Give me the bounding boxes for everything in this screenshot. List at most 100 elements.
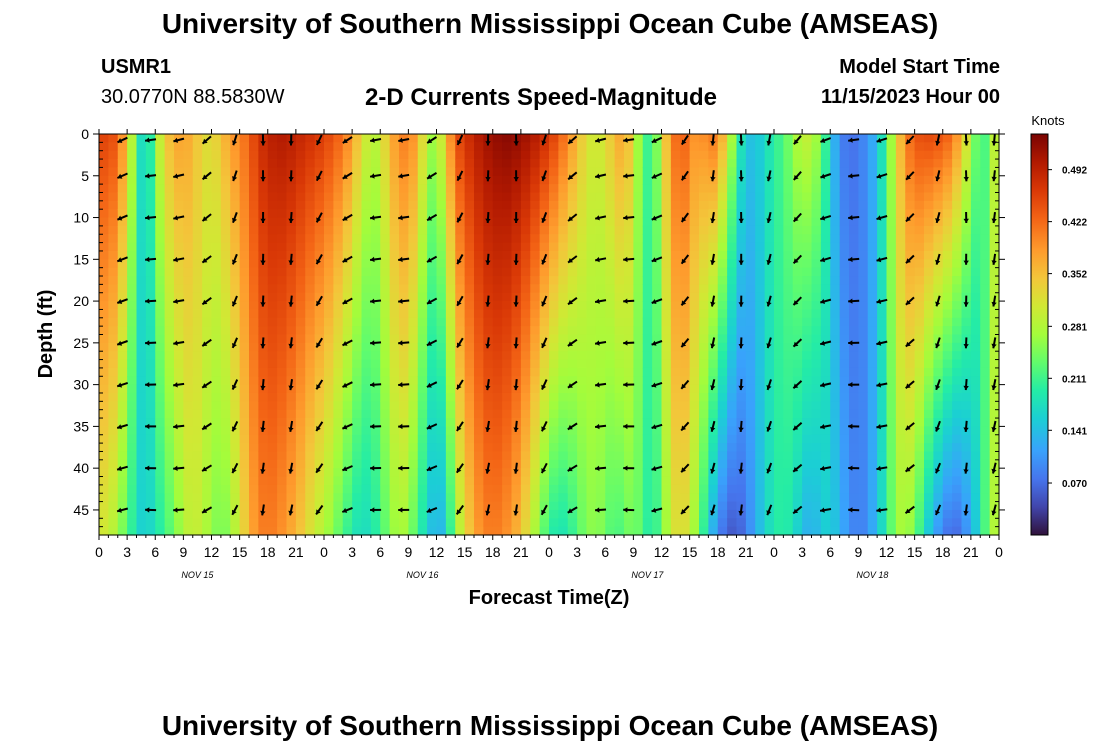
heatmap-cell	[933, 192, 944, 202]
heatmap-cell	[117, 359, 128, 369]
heatmap-cell	[502, 242, 513, 252]
heatmap-cell	[127, 451, 138, 461]
heatmap-cell	[295, 401, 306, 411]
heatmap-cell	[924, 259, 934, 269]
heatmap-cell	[474, 142, 484, 152]
heatmap-cell	[333, 459, 344, 469]
current-arrow	[315, 379, 324, 390]
heatmap-cell	[558, 434, 569, 444]
heatmap-cell	[914, 434, 925, 444]
heatmap-cell	[314, 150, 325, 160]
heatmap-cell	[464, 509, 475, 519]
heatmap-cell	[370, 192, 381, 202]
heatmap-cell	[980, 184, 991, 194]
heatmap-cell	[164, 301, 175, 311]
heatmap-cell	[830, 142, 841, 152]
heatmap-cell	[774, 234, 784, 244]
heatmap-cell	[417, 301, 428, 311]
heatmap-cell	[952, 418, 963, 427]
heatmap-cell	[783, 384, 794, 394]
heatmap-cell	[408, 451, 419, 461]
heatmap-cell	[952, 392, 963, 402]
heatmap-cell	[586, 351, 597, 361]
heatmap-cell	[455, 234, 466, 244]
heatmap-cell	[774, 292, 784, 302]
heatmap-cell	[970, 409, 981, 419]
heatmap-cell	[914, 267, 925, 277]
heatmap-cell	[239, 484, 250, 494]
heatmap-cell	[989, 493, 1000, 503]
heatmap-cell	[249, 150, 259, 160]
heatmap-cell	[830, 367, 841, 377]
heatmap-cell	[745, 200, 756, 210]
heatmap-cell	[417, 175, 428, 185]
heatmap-cell	[717, 418, 728, 427]
heatmap-cell	[905, 309, 916, 319]
heatmap-cell	[895, 518, 906, 528]
heatmap-cell	[858, 342, 869, 352]
heatmap-cell	[745, 359, 756, 369]
heatmap-cell	[708, 225, 719, 235]
heatmap-cell	[933, 409, 944, 419]
heatmap-cell	[502, 384, 513, 394]
heatmap-cell	[942, 426, 953, 436]
heatmap-cell	[558, 142, 569, 152]
heatmap-cell	[774, 468, 784, 478]
heatmap-cell	[342, 259, 353, 269]
heatmap-cell	[314, 276, 325, 285]
heatmap-cell	[699, 351, 709, 361]
heatmap-cell	[370, 509, 381, 519]
heatmap-cell	[427, 301, 438, 311]
heatmap-cell	[352, 484, 363, 494]
heatmap-cell	[183, 468, 194, 478]
heatmap-cell	[155, 159, 166, 169]
heatmap-cell	[820, 209, 831, 219]
heatmap-cell	[914, 167, 925, 177]
heatmap-cell	[924, 342, 934, 352]
heatmap-cell	[408, 192, 419, 202]
heatmap-cell	[689, 217, 700, 227]
heatmap-cell	[211, 509, 222, 519]
heatmap-cell	[689, 426, 700, 436]
heatmap-cell	[239, 401, 250, 411]
heatmap-cell	[511, 401, 522, 411]
heatmap-cell	[783, 317, 794, 327]
heatmap-cell	[895, 443, 906, 453]
heatmap-cell	[502, 501, 513, 511]
heatmap-cell	[877, 317, 888, 327]
heatmap-cell	[614, 392, 625, 402]
heatmap-cell	[952, 184, 963, 194]
heatmap-cell	[174, 426, 184, 436]
heatmap-cell	[520, 134, 531, 143]
heatmap-cell	[820, 225, 831, 235]
heatmap-cell	[474, 518, 484, 528]
heatmap-cell	[427, 284, 438, 294]
heatmap-cell	[164, 250, 175, 260]
heatmap-cell	[933, 459, 944, 469]
heatmap-cell	[183, 334, 194, 344]
heatmap-cell	[802, 351, 813, 361]
heatmap-cell	[811, 342, 822, 352]
heatmap-cell	[745, 134, 756, 143]
heatmap-cell	[277, 459, 288, 469]
heatmap-cell	[249, 217, 259, 227]
heatmap-cell	[220, 134, 231, 143]
heatmap-cell	[614, 443, 625, 453]
heatmap-cell	[811, 367, 822, 377]
heatmap-cell	[352, 342, 363, 352]
heatmap-cell	[511, 284, 522, 294]
heatmap-cell	[145, 526, 156, 536]
heatmap-cell	[680, 376, 691, 386]
heatmap-cell	[605, 401, 616, 411]
heatmap-cell	[202, 476, 213, 486]
heatmap-cell	[633, 334, 644, 344]
heatmap-cell	[567, 451, 578, 461]
heatmap-cell	[445, 351, 456, 361]
heatmap-cell	[99, 284, 109, 294]
arrow-head	[288, 176, 294, 182]
current-arrow	[260, 379, 266, 391]
heatmap-cell	[867, 409, 878, 419]
heatmap-cell	[811, 459, 822, 469]
heatmap-cell	[970, 317, 981, 327]
heatmap-cell	[483, 526, 494, 536]
